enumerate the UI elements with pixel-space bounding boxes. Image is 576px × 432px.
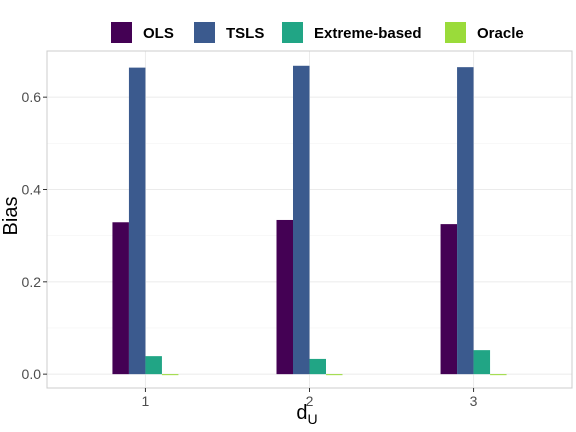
legend-label: Oracle [477,25,524,42]
bar-ols-1 [112,222,129,375]
x-tick-label: 2 [306,393,314,409]
bar-extreme-based-2 [309,358,326,375]
legend-key [111,22,132,43]
bar-tsls-3 [457,67,474,375]
legend-key [445,22,466,43]
bar-tsls-1 [128,67,146,375]
bar-ols-3 [440,224,458,375]
bar-extreme-based-1 [145,356,162,375]
bar-tsls-2 [293,65,310,375]
x-axis-title-subscript: U [308,411,318,427]
legend-label: Extreme-based [314,25,422,42]
legend-item-oracle: Oracle [445,22,524,43]
y-axis-title: Bias [0,197,22,236]
bar-oracle-1 [161,374,179,376]
legend-key [282,22,303,43]
legend-item-tsls: TSLS [194,22,264,43]
y-tick-label: 0.4 [22,181,42,197]
legend-label: OLS [143,25,174,42]
bar-oracle-3 [490,374,507,376]
y-tick-label: 0.2 [22,274,42,290]
y-axis-ticks: 0.0 0.2 0.4 0.6 [22,89,47,382]
y-tick-label: 0.0 [22,366,42,382]
bar-extreme-based-3 [473,350,491,375]
bar-oracle-2 [326,374,343,376]
bar-ols-2 [276,219,293,375]
legend: OLS TSLS Extreme-based Oracle [111,22,524,43]
legend-key [194,22,215,43]
x-axis-title: dU [296,402,317,427]
x-axis-title-main: d [296,402,307,424]
x-tick-label: 1 [142,393,150,409]
bars [112,65,507,376]
y-tick-label: 0.6 [22,89,42,105]
x-tick-label: 3 [470,393,478,409]
legend-item-extreme-based: Extreme-based [282,22,422,43]
legend-label: TSLS [226,25,264,42]
legend-item-ols: OLS [111,22,174,43]
x-axis-ticks: 1 2 3 [142,388,478,409]
